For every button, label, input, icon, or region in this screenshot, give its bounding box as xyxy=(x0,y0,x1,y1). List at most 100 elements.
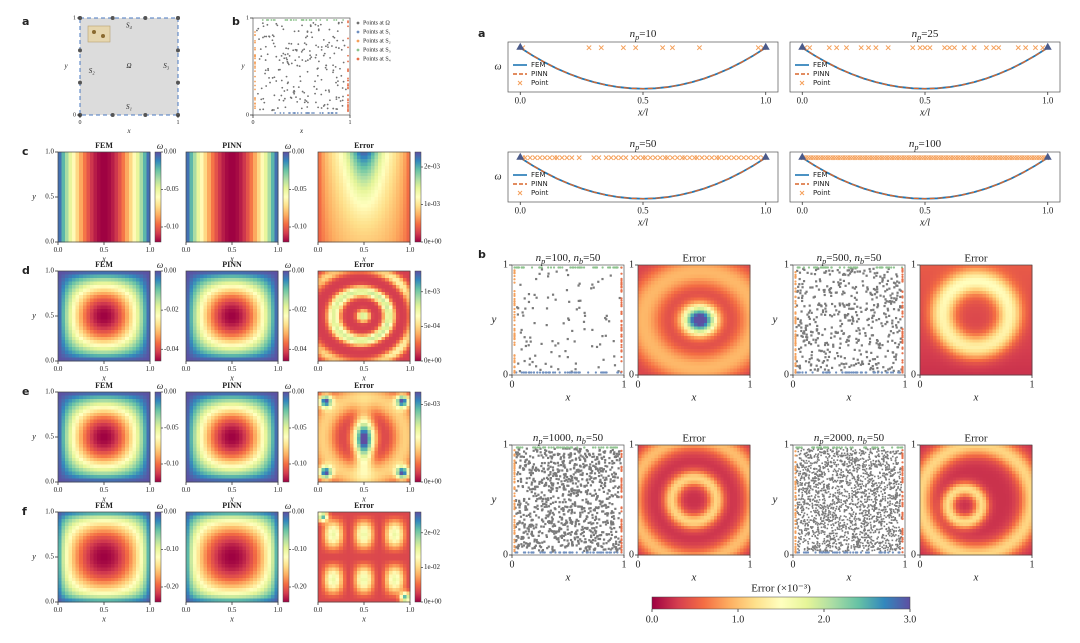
heatmap-cell xyxy=(65,298,70,303)
heatmap-cell xyxy=(125,277,130,282)
heatmap-cell xyxy=(139,347,144,352)
heatmap-cell xyxy=(93,340,98,345)
heatmap-cell xyxy=(200,277,205,282)
heatmap-cell xyxy=(367,224,372,229)
heatmap-cell xyxy=(104,322,109,327)
heatmap-cell xyxy=(61,221,66,226)
sample-point xyxy=(337,80,339,83)
heatmap-cell xyxy=(72,329,77,334)
sample-point xyxy=(317,46,320,48)
heatmap-cell xyxy=(378,312,383,317)
heatmap-cell xyxy=(221,224,226,229)
sample-point xyxy=(314,92,316,95)
heatmap-cell xyxy=(364,200,369,205)
heatmap-cell xyxy=(121,333,126,338)
heatmap-cell xyxy=(221,343,226,348)
heatmap-cell xyxy=(321,176,326,181)
heatmap-cell xyxy=(332,347,337,352)
heatmap-cell xyxy=(207,312,212,317)
heatmap-cell xyxy=(335,197,340,202)
heatmap-cell xyxy=(139,343,144,348)
heatmap-cell xyxy=(196,284,201,289)
heatmap-cell xyxy=(193,231,198,236)
heatmap-cell xyxy=(270,277,276,282)
heatmap-cell xyxy=(189,200,194,205)
heatmap-cell xyxy=(325,172,330,177)
heatmap-cell xyxy=(360,179,365,184)
heatmap-cell xyxy=(121,347,126,352)
heatmap-cell xyxy=(385,357,390,362)
heatmap-cell xyxy=(86,329,91,334)
heatmap-cell xyxy=(65,155,70,160)
heatmap-cell xyxy=(61,433,66,438)
heatmap-cell xyxy=(388,354,393,359)
heatmap-cell xyxy=(114,347,119,352)
heatmap-cell xyxy=(367,203,372,208)
sample-point xyxy=(275,22,278,25)
heatmap-cell xyxy=(239,221,244,226)
heatmap-cell xyxy=(107,312,112,317)
heatmap-cell xyxy=(267,152,272,157)
sample-point xyxy=(340,48,343,51)
heatmap-cell xyxy=(406,165,411,170)
sample-point xyxy=(347,83,349,85)
heatmap-cell xyxy=(128,409,133,414)
heatmap-cell xyxy=(406,152,411,157)
heatmap-cell xyxy=(267,197,272,202)
heatmap-cell xyxy=(100,172,105,177)
heatmap-cell xyxy=(360,336,365,341)
heatmap-cell xyxy=(381,271,386,276)
heatmap-cell xyxy=(82,193,87,198)
heatmap-cell xyxy=(342,228,347,233)
heatmap-cell xyxy=(111,347,116,352)
heatmap-cell xyxy=(274,271,279,276)
heatmap-cell xyxy=(239,165,244,170)
heatmap-cell xyxy=(82,152,87,157)
heatmap-cell xyxy=(385,277,390,282)
heatmap-cell xyxy=(214,210,219,215)
heatmap-cell xyxy=(378,162,383,167)
heatmap-cell xyxy=(374,340,379,345)
heatmap-cell xyxy=(186,152,191,157)
heatmap-cell xyxy=(139,395,144,400)
heatmap-cell xyxy=(82,329,87,334)
heatmap-cell xyxy=(399,217,404,222)
x-tick-label: 0 xyxy=(252,120,255,126)
heatmap-cell xyxy=(146,336,151,341)
heatmap-cell xyxy=(270,158,276,163)
heatmap-cell xyxy=(128,437,133,442)
heatmap-cell xyxy=(235,326,240,331)
heatmap-cell xyxy=(61,207,66,212)
heatmap-cell xyxy=(189,274,194,279)
heatmap-cell xyxy=(318,224,323,229)
heatmap-cell xyxy=(96,333,102,338)
heatmap-cell xyxy=(82,437,87,442)
heatmap-cell xyxy=(260,302,265,307)
heatmap-cell xyxy=(186,200,191,205)
heatmap-cell xyxy=(89,281,94,286)
heatmap-cell xyxy=(139,200,144,205)
heatmap-cell xyxy=(104,281,109,286)
heatmap-cell xyxy=(253,169,258,174)
heatmap-cell xyxy=(335,298,340,303)
heatmap-cell xyxy=(128,402,133,407)
heatmap-cell xyxy=(68,186,73,191)
heatmap-cell xyxy=(79,412,84,417)
heatmap-cell xyxy=(193,347,198,352)
heatmap-cell xyxy=(58,319,63,324)
sample-point xyxy=(258,38,260,41)
heatmap-cell xyxy=(65,322,70,327)
heatmap-cell xyxy=(114,271,119,276)
sample-point xyxy=(347,37,349,40)
heatmap-cell xyxy=(75,200,80,205)
heatmap-cell xyxy=(242,183,247,188)
sample-point xyxy=(290,97,293,99)
heatmap-cell xyxy=(214,295,219,300)
heatmap-cell xyxy=(65,329,70,334)
heatmap-cell xyxy=(325,235,330,240)
heatmap-cell xyxy=(200,302,205,307)
heatmap-cell xyxy=(399,172,404,177)
heatmap-cell xyxy=(260,169,265,174)
heatmap-cell xyxy=(335,176,340,181)
heatmap-cell xyxy=(395,172,400,177)
